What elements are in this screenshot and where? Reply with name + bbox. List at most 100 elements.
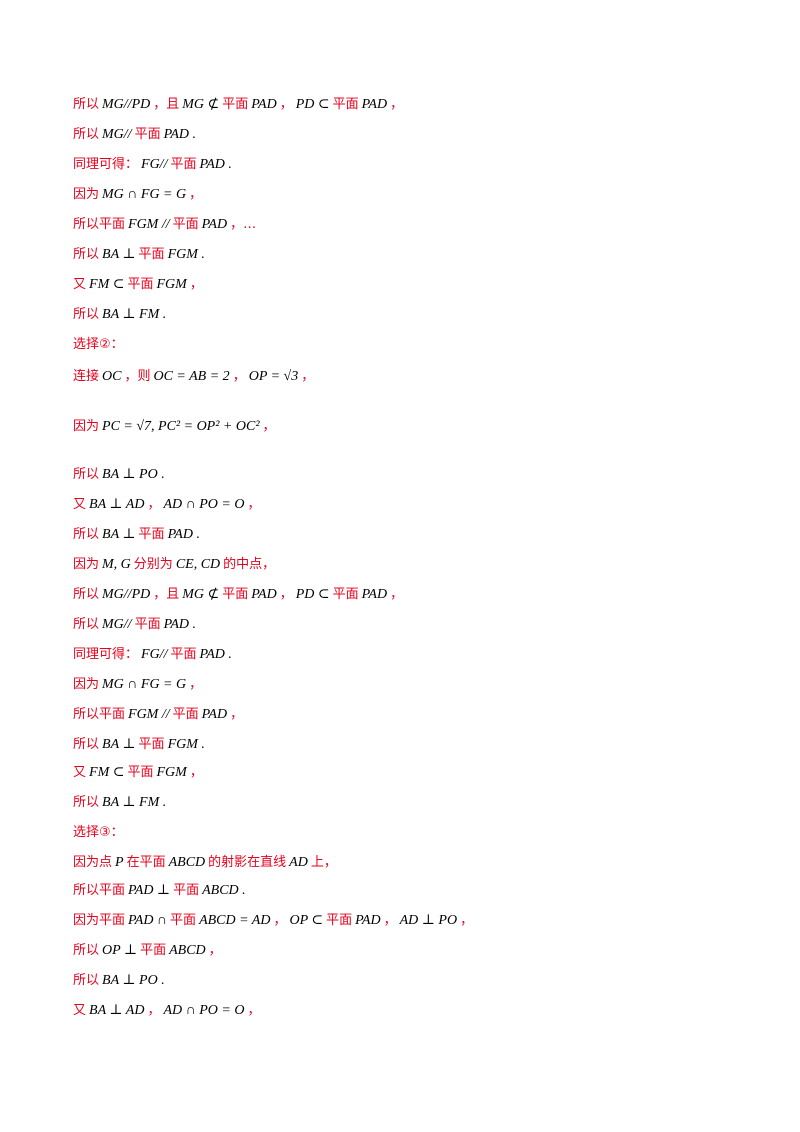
math-span: FGM <box>156 765 187 780</box>
math-span: FGM // <box>128 217 170 232</box>
text-span: ，… <box>230 217 257 232</box>
math-span: PAD . <box>199 647 232 662</box>
text-span: 又 <box>73 1003 87 1018</box>
math-span: FG// <box>141 157 168 172</box>
math-span: FGM . <box>167 247 205 262</box>
math-span: MG ∩ FG = G <box>102 187 187 202</box>
math-span: BA ⊥ PO . <box>102 467 165 482</box>
text-span: 平面 <box>138 527 165 542</box>
math-span: ABCD . <box>202 883 246 898</box>
text-line: 又 BA ⊥ AD， AD ∩ PO = O， <box>73 1002 260 1020</box>
math-span: AD ∩ PO = O <box>163 497 245 512</box>
text-span: 在平面 <box>126 855 166 870</box>
text-line: 因为 MG ∩ FG = G， <box>73 676 202 694</box>
math-span: PC = √7, PC² = OP² + OC² <box>102 419 260 434</box>
math-span: OC = AB = 2 <box>153 369 230 384</box>
math-span: AD ∩ PO = O <box>163 1003 245 1018</box>
text-span: 平面 <box>332 97 359 112</box>
math-span: BA ⊥ AD <box>89 1003 145 1018</box>
text-span: ， <box>147 497 161 512</box>
text-span: 平面 <box>170 913 197 928</box>
text-span: 所以平面 <box>73 217 126 232</box>
text-span: ， <box>189 277 203 292</box>
text-span: 平面 <box>170 647 197 662</box>
text-span: 因为 <box>73 187 100 202</box>
text-span: ， <box>273 913 287 928</box>
math-span: BA ⊥ AD <box>89 497 145 512</box>
math-span: AD <box>289 855 308 870</box>
text-span: ，且 <box>153 587 180 602</box>
text-span: 平面 <box>326 913 353 928</box>
math-span: MG//PD <box>102 587 151 602</box>
text-line: 所以 MG//PD ，且 MG ⊄ 平面 PAD， PD ⊂ 平面 PAD， <box>73 586 403 604</box>
math-span: PAD . <box>199 157 232 172</box>
text-line: 因为平面 PAD ∩ 平面 ABCD = AD， OP ⊂ 平面 PAD， AD ⊥ PO， <box>73 912 473 930</box>
text-line: 所以平面 PAD ⊥ 平面 ABCD . <box>73 882 249 900</box>
text-line: 所以 MG//PD ，且 MG ⊄ 平面 PAD， PD ⊂ 平面 PAD， <box>73 96 403 114</box>
math-span: CE, CD <box>175 557 221 572</box>
math-span: PAD . <box>163 617 197 632</box>
math-span: OP ⊥ <box>102 943 138 958</box>
math-span: ABCD = AD <box>199 913 271 928</box>
text-line: 所以平面 FGM //平面 PAD，… <box>73 216 256 234</box>
text-span: 平面 <box>222 97 249 112</box>
math-span: PAD <box>355 913 381 928</box>
math-span: BA ⊥ <box>102 527 136 542</box>
text-span: 所以 <box>73 587 100 602</box>
text-span: 因为点 <box>73 855 113 870</box>
text-line: 又 FM ⊂ 平面 FGM， <box>73 764 203 782</box>
text-span: ，则 <box>124 369 151 384</box>
text-span: ， <box>189 677 203 692</box>
math-span: PD ⊂ <box>295 97 330 112</box>
text-line: 所以 BA ⊥ PO . <box>73 466 168 484</box>
text-line: 同理可得： FG//平面 PAD . <box>73 156 235 174</box>
text-span: 因为 <box>73 557 100 572</box>
text-line: 所以 MG//平面 PAD . <box>73 616 199 634</box>
text-span: ， <box>189 187 203 202</box>
text-span: 因为 <box>73 677 100 692</box>
text-line: 同理可得： FG//平面 PAD . <box>73 646 235 664</box>
text-span: ， <box>230 707 244 722</box>
text-span: ，且 <box>153 97 180 112</box>
text-span: 所以平面 <box>73 707 126 722</box>
text-line: 所以 MG//平面 PAD . <box>73 126 199 144</box>
text-span: 所以 <box>73 97 100 112</box>
math-span: M, G <box>102 557 131 572</box>
text-span: ， <box>262 419 276 434</box>
text-span: 平面 <box>134 617 161 632</box>
text-span: 所以 <box>73 943 100 958</box>
text-span: 所以 <box>73 527 100 542</box>
text-span: ， <box>301 369 315 384</box>
text-span: ， <box>247 1003 261 1018</box>
math-span: MG// <box>102 127 132 142</box>
math-span: PAD ⊥ <box>128 883 171 898</box>
math-span: PAD <box>251 587 277 602</box>
text-span: 平面 <box>332 587 359 602</box>
math-span: BA ⊥ FM . <box>102 795 167 810</box>
text-line: 所以 BA ⊥ 平面 PAD . <box>73 526 203 544</box>
math-span: PAD <box>361 587 388 602</box>
math-span: ABCD <box>169 943 206 958</box>
math-span: OP ⊂ <box>289 913 324 928</box>
math-span: ABCD <box>168 855 206 870</box>
text-span: 因为 <box>73 419 100 434</box>
math-span: P <box>115 855 124 870</box>
math-span: FGM . <box>167 737 205 752</box>
text-span: 同理可得： <box>73 157 139 172</box>
text-span: 平面 <box>172 707 199 722</box>
text-span: 平面 <box>172 217 199 232</box>
text-line: 连接 OC ，则 OC = AB = 2， OP = √3， <box>73 368 314 386</box>
text-span: 分别为 <box>133 557 173 572</box>
text-span: 平面 <box>170 157 197 172</box>
text-span: 所以 <box>73 795 100 810</box>
math-span: MG ⊄ <box>182 587 220 602</box>
text-span: 因为平面 <box>73 913 126 928</box>
math-span: MG// <box>102 617 132 632</box>
math-span: BA ⊥ FM . <box>102 307 167 322</box>
text-line: 又 FM ⊂ 平面 FGM， <box>73 276 203 294</box>
text-span: ， <box>279 97 293 112</box>
text-span: 平面 <box>127 277 154 292</box>
math-span: PD ⊂ <box>295 587 330 602</box>
text-span: ， <box>232 369 246 384</box>
text-line: 所以 BA ⊥ FM . <box>73 794 169 812</box>
